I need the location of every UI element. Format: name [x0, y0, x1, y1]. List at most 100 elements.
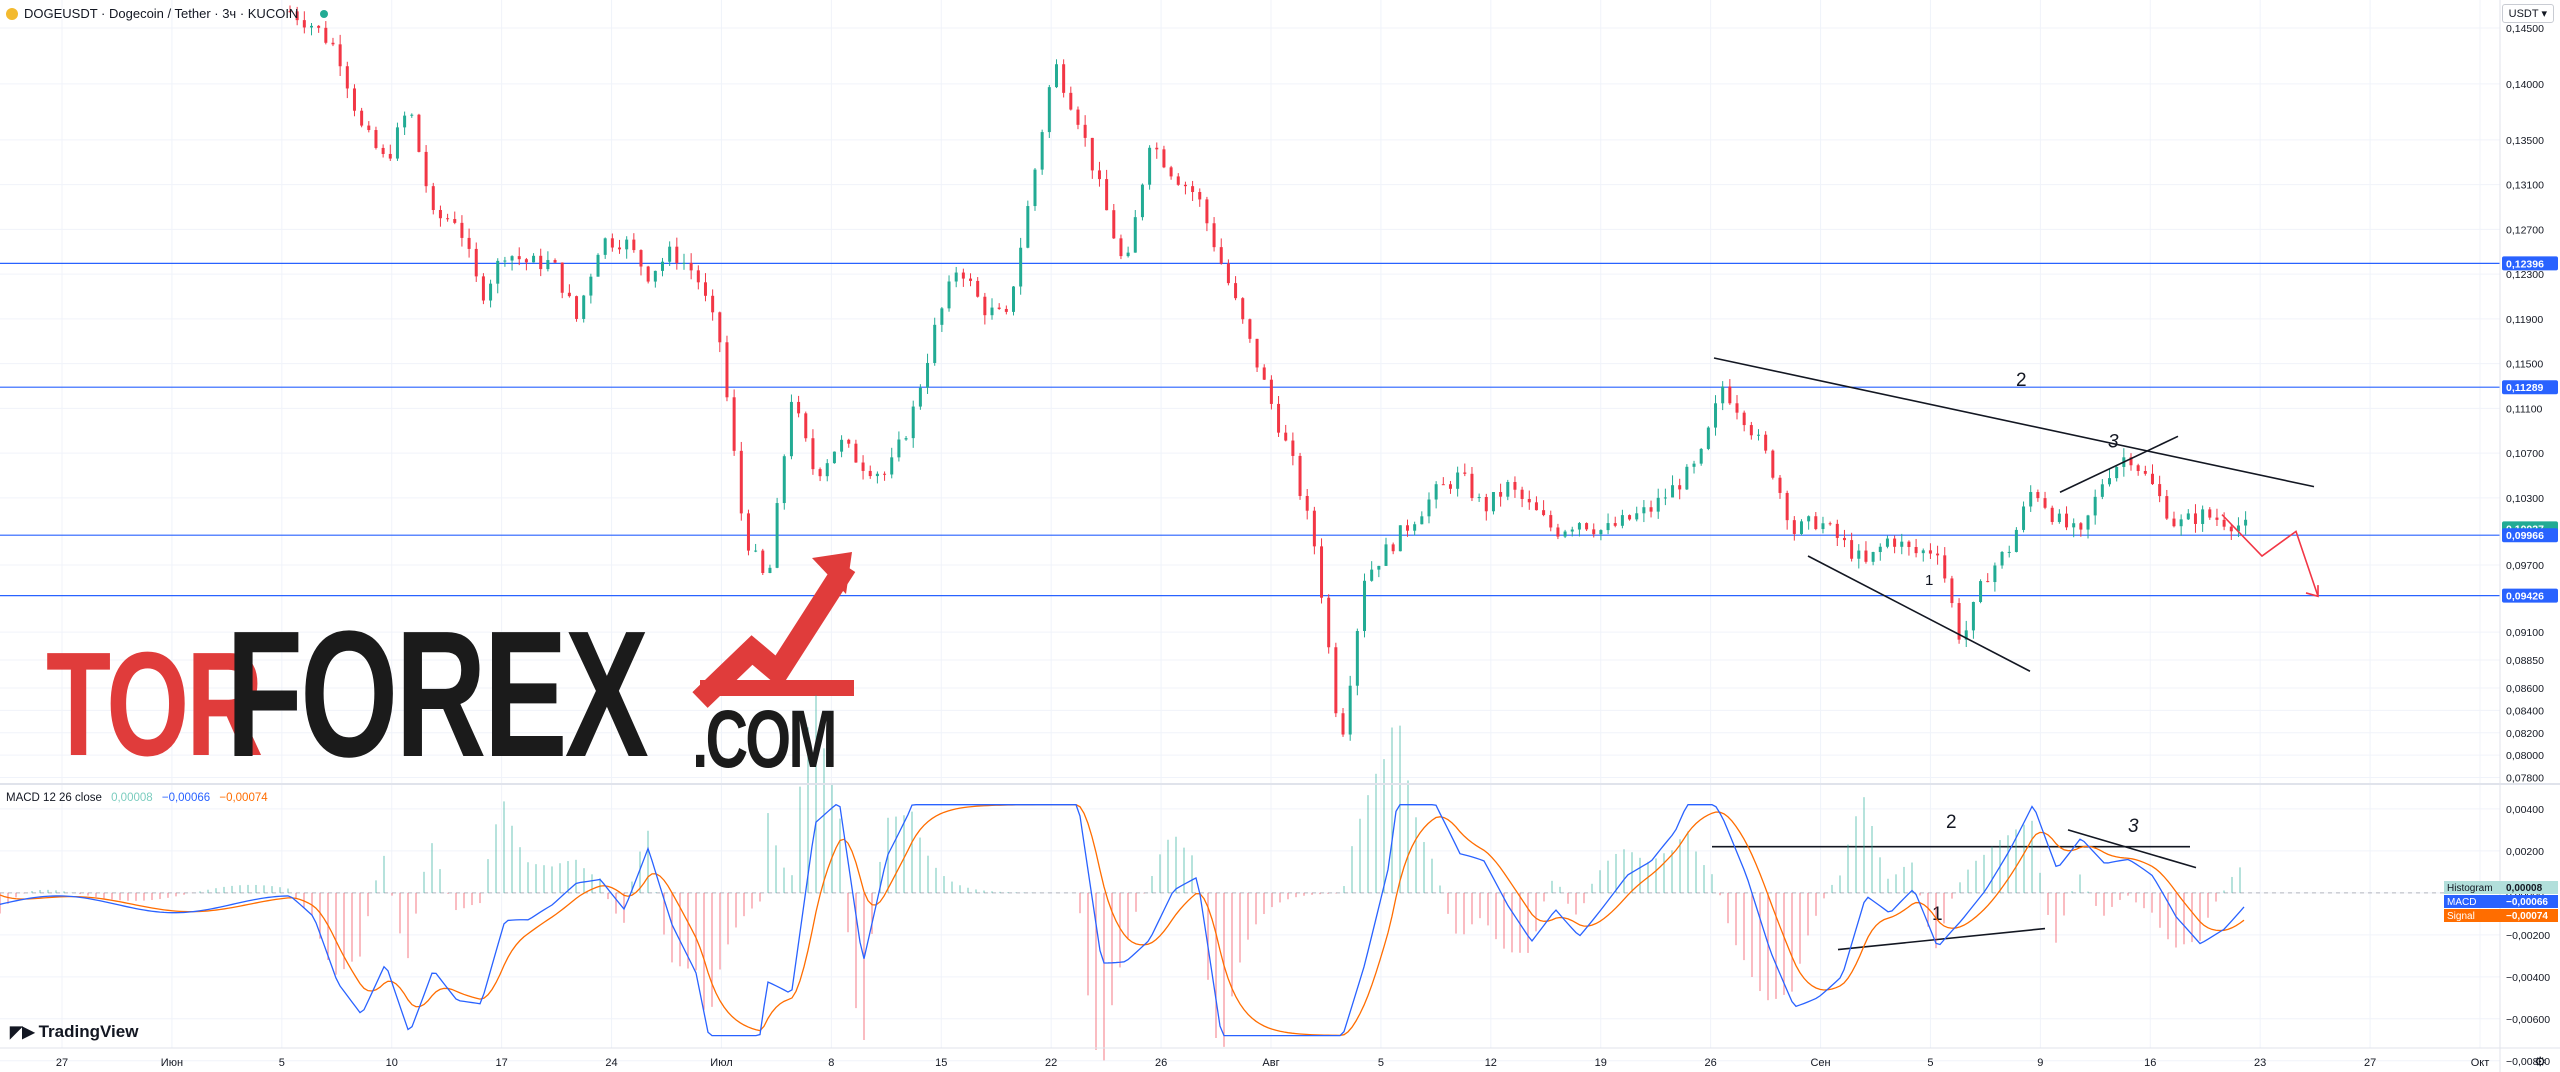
candle-body: [703, 282, 707, 296]
macd-wave-3-line: [2067, 829, 2197, 869]
candle-body: [1348, 685, 1352, 735]
grid: [0, 0, 2500, 1062]
candle-body: [1155, 147, 1159, 150]
time-tick-label: 5: [1378, 1057, 1384, 1069]
candle-body: [1069, 92, 1073, 110]
trendline-drawings[interactable]: 2 3 1 2 3 1: [692, 357, 2319, 951]
candle-body: [1936, 553, 1940, 556]
candle-body: [947, 281, 951, 309]
candle-body: [2007, 551, 2011, 553]
candle-body: [1907, 541, 1911, 547]
candle-body: [1162, 149, 1166, 168]
macd-wave-1-line: [1837, 927, 2046, 951]
candle-body: [2036, 492, 2040, 499]
candle-body: [489, 283, 493, 301]
candle-body: [2215, 517, 2219, 520]
candle-body: [2079, 523, 2083, 530]
wedge-upper-trendline: [1713, 357, 2315, 488]
candle-body: [2029, 492, 2033, 507]
candle-body: [1327, 597, 1331, 648]
candle-body: [1857, 550, 1861, 559]
candle-body: [2072, 523, 2076, 528]
candle-body: [1835, 523, 1839, 538]
candle-body: [1563, 531, 1567, 537]
macd-pane: [0, 695, 2500, 1061]
candle-body: [696, 270, 700, 283]
time-tick-label: 8: [828, 1057, 834, 1069]
candle-body: [2000, 551, 2004, 566]
price-tick-label: 0,11100: [2506, 403, 2543, 415]
candle-body: [481, 276, 485, 301]
currency-selector[interactable]: USDT ▾: [2501, 4, 2554, 23]
candle-body: [1398, 525, 1402, 552]
candle-body: [1384, 544, 1388, 566]
candle-body: [367, 125, 371, 131]
candle-body: [1979, 581, 1983, 602]
candle-body: [1678, 485, 1682, 490]
candle-body: [682, 262, 686, 264]
candle-body: [295, 11, 299, 21]
macd-line: [0, 803, 2245, 1037]
macd-legend-badge: [2444, 909, 2558, 922]
price-tick-label: 0,09700: [2506, 560, 2544, 572]
candle-body: [1871, 552, 1875, 562]
candle-body: [789, 401, 793, 457]
candle-body: [1420, 516, 1424, 525]
market-status-icon: [320, 9, 329, 18]
candle-body: [675, 246, 679, 263]
dogecoin-icon: [6, 7, 18, 20]
candle-body: [1757, 434, 1760, 436]
candle-body: [1778, 477, 1782, 493]
candle-body: [1585, 523, 1589, 530]
candle-body: [1456, 472, 1460, 489]
candle-body: [2022, 506, 2026, 530]
candle-body: [582, 295, 586, 319]
time-tick-label: Сен: [1810, 1057, 1830, 1069]
candle-body: [782, 456, 786, 504]
candle-body: [474, 248, 478, 277]
time-tick-label: 12: [1485, 1057, 1497, 1069]
price-label-text: 0,09966: [2506, 530, 2544, 542]
candle-body: [2201, 509, 2205, 524]
candle-body: [503, 260, 507, 262]
horizontal-levels[interactable]: [0, 262, 2500, 597]
candle-body: [775, 503, 779, 568]
candle-body: [653, 270, 657, 282]
candle-body: [288, 11, 292, 13]
candle-body: [1441, 484, 1445, 486]
candle-body: [438, 210, 442, 219]
candle-body: [768, 567, 772, 573]
candle-body: [990, 307, 994, 316]
candle-body: [532, 255, 536, 263]
candle-body: [1964, 630, 1968, 640]
candle-body: [1105, 179, 1109, 211]
candle-body: [625, 239, 629, 250]
candle-body: [1821, 523, 1825, 530]
candle-body: [1169, 167, 1173, 177]
macd-histogram-value: 0,00008: [111, 792, 153, 804]
macd-signal-value: −0,00074: [219, 792, 268, 804]
macd-legend-value: −0,00066: [2506, 897, 2548, 908]
price-tick-label: 0,12300: [2506, 269, 2544, 281]
candle-body: [997, 307, 1001, 309]
candle-body: [1405, 525, 1409, 531]
tradingview-logo[interactable]: ◤▶ TradingView: [10, 1022, 138, 1042]
candle-body: [732, 397, 736, 451]
candle-body: [926, 362, 930, 388]
candle-body: [1198, 192, 1202, 200]
torforex-arrow-icon: [692, 560, 856, 708]
macd-tick-label: −0,00200: [2506, 930, 2550, 942]
candle-body: [1885, 538, 1889, 547]
candle-body: [1305, 495, 1309, 511]
candle-body: [1226, 263, 1230, 284]
symbol-title: DOGEUSDT · Dogecoin / Tether · 3ч · KUCO…: [24, 6, 299, 21]
candle-body: [1334, 647, 1338, 714]
candle-body: [1090, 137, 1094, 171]
candle-body: [388, 153, 392, 159]
candle-body: [811, 438, 815, 470]
gear-icon[interactable]: ⚙: [2534, 1054, 2546, 1069]
candle-body: [1191, 186, 1195, 193]
price-tick-label: 0,09100: [2506, 627, 2544, 639]
candle-body: [868, 470, 872, 477]
